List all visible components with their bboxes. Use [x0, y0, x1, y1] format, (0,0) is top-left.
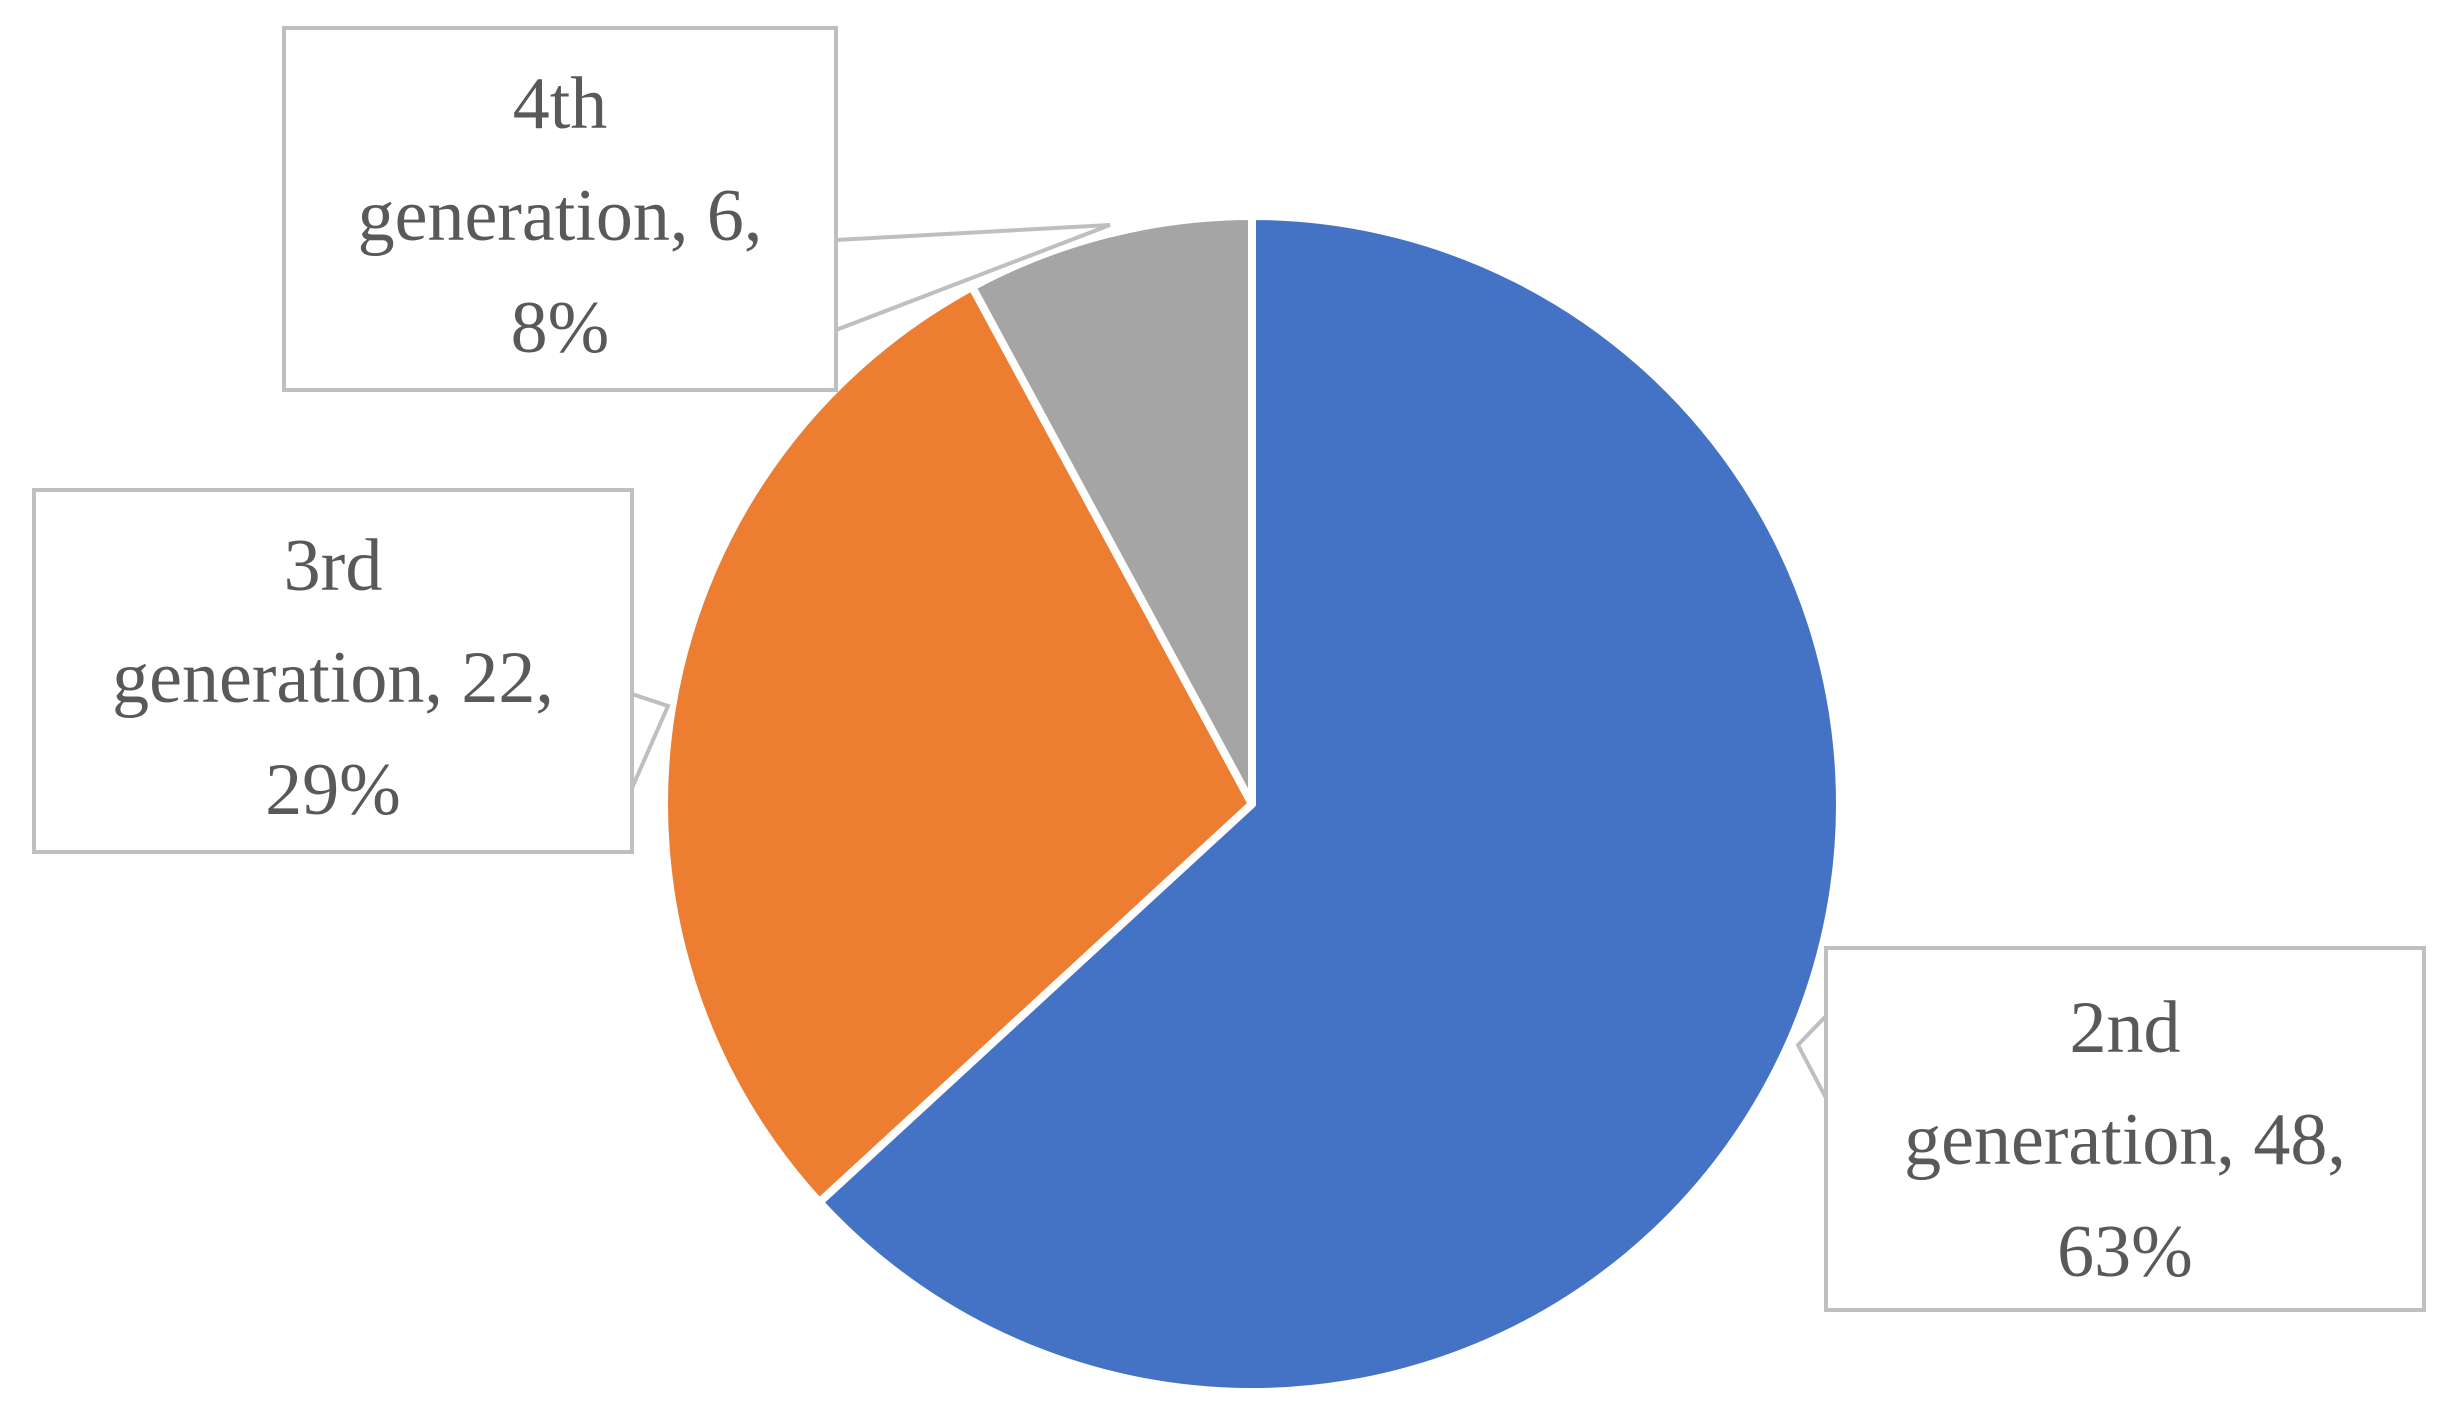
leader-line-4th-generation [835, 223, 1111, 332]
label-2nd-line2: generation, 48, [1904, 1099, 2346, 1181]
label-3rd-line2: generation, 22, [112, 637, 554, 719]
pie-slices [660, 212, 1844, 1396]
data-labels: 2nd generation, 48, 63% 3rd generation, … [32, 26, 2426, 1312]
callout-box-3rd-generation [32, 488, 634, 854]
data-label-4th-generation: 4th generation, 6, 8% [282, 26, 1111, 392]
label-2nd-line1: 2nd [2070, 987, 2181, 1069]
label-2nd-line3: 63% [2057, 1211, 2193, 1293]
label-4th-line1: 4th [513, 63, 608, 145]
pie-slice-4th-generation [968, 212, 1256, 808]
callout-box-2nd-generation [1824, 946, 2426, 1312]
leader-line-2nd-generation [1795, 1014, 1828, 1099]
pie-slice-2nd-generation [815, 212, 1844, 1396]
label-4th-line3: 8% [511, 287, 610, 369]
label-3rd-line3: 29% [265, 749, 401, 831]
data-label-2nd-generation: 2nd generation, 48, 63% [1795, 946, 2426, 1312]
leader-line-3rd-generation [630, 692, 671, 789]
callout-box-4th-generation [282, 26, 838, 392]
data-label-3rd-generation: 3rd generation, 22, 29% [32, 488, 671, 854]
label-3rd-line1: 3rd [284, 525, 383, 607]
pie-slice-3rd-generation [660, 282, 1256, 1207]
label-4th-line2: generation, 6, [358, 175, 763, 257]
